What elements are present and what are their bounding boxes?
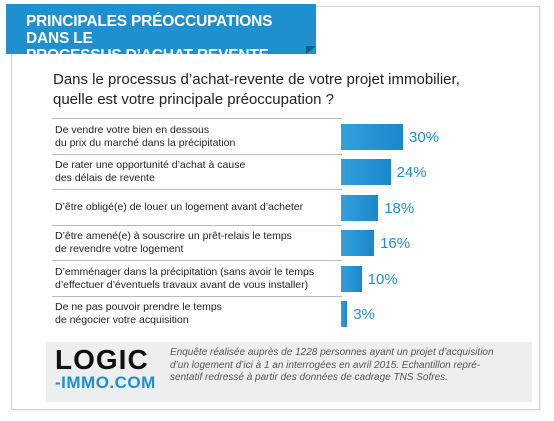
category-label-line: D’emménager dans la précipitation (sans … [55,265,315,278]
survey-footnote: Enquête réalisée auprès de 1228 personne… [170,347,525,385]
bar [341,301,348,328]
footnote-line-3: sentatif redressé à partir des données d… [170,372,448,383]
bar-chart: 30% 24% 18% 16% 10% 3% [341,118,541,333]
category-label: D’être obligé(e) de louer un logement av… [55,201,340,214]
bar-value-label: 3% [353,306,375,324]
title-line-1: PRINCIPALES PRÉOCCUPATIONS DANS LE [26,13,273,47]
bar [341,265,362,292]
bar [341,194,379,221]
question-line-1: Dans le processus d’achat-revente de vot… [53,71,460,88]
bar-value-label: 18% [384,199,415,217]
page-title: PRINCIPALES PRÉOCCUPATIONS DANS LE PROCE… [26,13,316,64]
category-label-line: d’effectuer d’éventuels travaux avant de… [55,278,309,291]
footer-panel [46,342,532,402]
title-line-2: PROCESSUS D’ACHAT-REVENTE [26,47,269,64]
banner-fold [306,46,316,54]
category-label: D’emménager dans la précipitation (sans … [55,266,340,292]
category-row: De rater une opportunité d’achat à cause… [52,153,342,191]
category-label-line: D’être obligé(e) de louer un logement av… [55,201,304,214]
footnote-line-2: d’un logement d’ici à 1 an interrogées e… [170,359,481,371]
category-label: De vendre votre bien en dessous du prix d… [55,124,340,150]
category-label-line: De vendre votre bien en dessous [55,123,210,136]
bar-value-label: 10% [367,270,398,288]
logo-text-logic: LOGIC [55,344,149,375]
category-row: D’emménager dans la précipitation (sans … [52,260,342,297]
category-label: De ne pas pouvoir prendre le temps de nég… [55,301,340,327]
title-banner: PRINCIPALES PRÉOCCUPATIONS DANS LE PROCE… [6,4,316,64]
category-row: D’être amené(e) à souscrire un prêt-rela… [52,224,342,262]
category-label-line: du prix du marché dans la précipitation [55,136,236,149]
bar-value-label: 16% [380,235,411,253]
category-label-line: de négocier votre acquisition [55,314,189,327]
category-label-line: D’être amené(e) à souscrire un prêt-rela… [55,230,292,243]
footnote-line-1: Enquête réalisée auprès de 1228 personne… [170,347,494,358]
category-label-line: de revendre votre logement [55,243,184,256]
bar-value-label: 24% [396,164,427,182]
category-row: De ne pas pouvoir prendre le temps de nég… [52,295,342,333]
category-label: De rater une opportunité d’achat à cause… [55,159,340,185]
survey-question: Dans le processus d’achat-revente de vot… [53,70,523,110]
bar [341,123,403,150]
bar [341,159,391,186]
category-label-line: des délais de revente [55,172,155,185]
category-row: D’être obligé(e) de louer un logement av… [52,189,342,226]
question-line-2: quelle est votre principale préoccupatio… [53,91,335,108]
category-label-line: De rater une opportunité d’achat à cause [55,159,246,172]
bar [341,230,375,257]
category-row: De vendre votre bien en dessous du prix d… [52,118,342,155]
category-label: D’être amené(e) à souscrire un prêt-rela… [55,230,340,256]
logo-text-immo: -IMMO.COM [55,373,156,392]
category-label-line: De ne pas pouvoir prendre le temps [55,301,222,314]
bar-value-label: 30% [409,128,440,146]
